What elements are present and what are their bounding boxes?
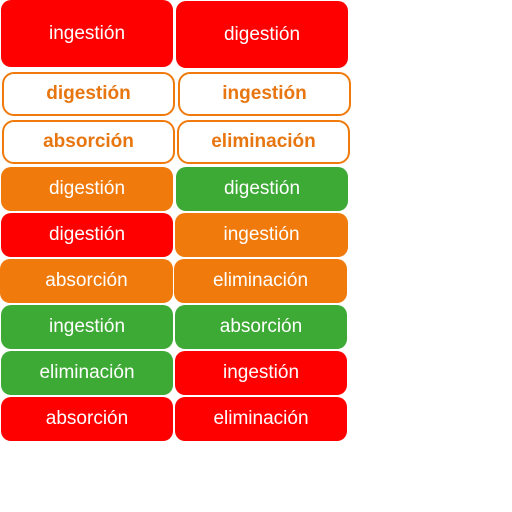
tile-ingestion[interactable]: ingestión: [175, 213, 348, 257]
tile-label: digestión: [48, 178, 126, 199]
tile-label: eliminación: [212, 270, 309, 291]
tile-absorcion[interactable]: absorción: [0, 259, 173, 303]
tile-label: digestión: [46, 83, 131, 104]
tile-label: ingestión: [48, 316, 126, 337]
tile-label: digestión: [48, 224, 126, 245]
tile-digestion[interactable]: digestión: [176, 167, 348, 211]
tile-ingestion[interactable]: ingestión: [1, 0, 173, 67]
tile-absorcion[interactable]: absorción: [2, 120, 175, 164]
tile-eliminacion[interactable]: eliminación: [175, 397, 347, 441]
tile-label: eliminación: [211, 131, 316, 152]
tile-ingestion[interactable]: ingestión: [1, 305, 173, 349]
tile-label: eliminación: [39, 362, 135, 383]
tile-ingestion[interactable]: ingestión: [178, 72, 351, 116]
tile-label: ingestión: [222, 362, 300, 383]
tile-digestion[interactable]: digestión: [1, 167, 173, 211]
tile-label: absorción: [219, 316, 303, 337]
tile-label: absorción: [45, 270, 128, 291]
tile-label: eliminación: [213, 408, 309, 429]
tile-ingestion[interactable]: ingestión: [175, 351, 347, 395]
tile-digestion[interactable]: digestión: [176, 1, 348, 68]
tile-digestion[interactable]: digestión: [1, 213, 173, 257]
tile-label: ingestión: [223, 224, 300, 245]
tile-absorcion[interactable]: absorción: [1, 397, 173, 441]
tile-digestion[interactable]: digestión: [2, 72, 175, 116]
tile-label: absorción: [45, 408, 129, 429]
tile-absorcion[interactable]: absorción: [175, 305, 347, 349]
tile-eliminacion[interactable]: eliminación: [177, 120, 350, 164]
tile-label: digestión: [223, 178, 301, 199]
tile-label: absorción: [43, 131, 134, 152]
tile-eliminacion[interactable]: eliminación: [1, 351, 173, 395]
tile-label: ingestión: [48, 22, 126, 44]
tile-label: ingestión: [222, 83, 307, 104]
tile-eliminacion[interactable]: eliminación: [174, 259, 347, 303]
tile-label: digestión: [223, 23, 301, 45]
